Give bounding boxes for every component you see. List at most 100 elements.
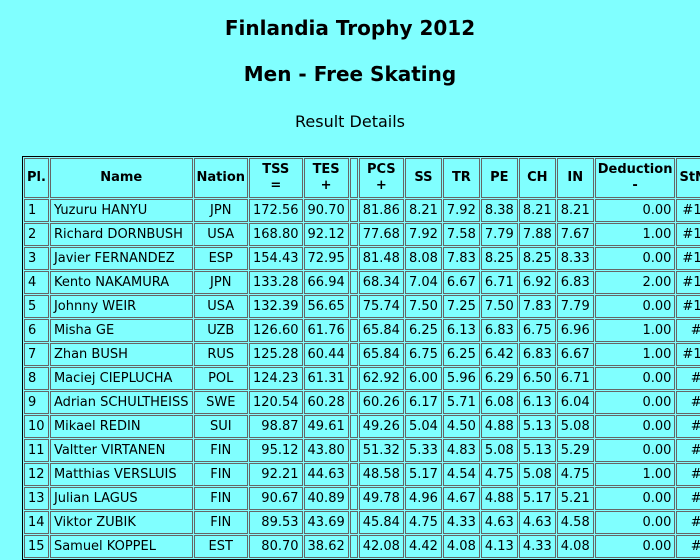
cell: 48.58 [358,463,404,486]
cell: 7.83 [442,247,480,270]
cell: SUI [193,415,249,438]
cell [349,199,358,222]
result-row: 13 Julian LAGUS FIN 90.67 40.89 49.78 4.96 4.67… [24,487,700,510]
cell: 65.84 [358,343,404,366]
cell: 4.63 [518,511,556,534]
cell: 1.00 [594,223,676,246]
result-row: 6 Misha GE UZB 126.60 61.76 65.84 6.25 6.13 6.83… [24,319,700,342]
header-sign: = [270,178,282,193]
cell: #10 [676,271,700,294]
cell [349,487,358,510]
cell: 124.23 [249,367,303,390]
cell: #11 [676,223,700,246]
result-row: 5 Johnny WEIR USA 132.39 56.65 75.74 7.50 7.25 7… [24,295,700,318]
header-label: Name [100,170,143,185]
header-label: TSS [262,162,290,177]
cell: 7.04 [404,271,442,294]
header-sign: + [375,178,387,193]
cell [349,367,358,390]
cell: Kento NAKAMURA [49,271,193,294]
cell: 8 [24,367,49,390]
cell: 8.25 [480,247,518,270]
cell: 92.12 [303,223,349,246]
cell: 61.31 [303,367,349,390]
column-header: PCS + [358,158,404,198]
cell: 7.88 [518,223,556,246]
cell: 1.00 [594,463,676,486]
cell: USA [193,223,249,246]
column-header: TES + [303,158,349,198]
cell: 7.79 [480,223,518,246]
cell: 4.67 [442,487,480,510]
cell: #15 [676,199,700,222]
cell: 49.61 [303,415,349,438]
result-row: 3 Javier FERNANDEZ ESP 154.43 72.95 81.48 8.08… [24,247,700,270]
cell: Javier FERNANDEZ [49,247,193,270]
cell [349,415,358,438]
cell: FIN [193,487,249,510]
cell: #4 [676,511,700,534]
cell: 8.21 [518,199,556,222]
cell: 6.67 [556,343,594,366]
results-table: Pl. Name Nation TSS = TES + PCS + SS TR PE CH IN Deduc… [22,156,700,560]
cell: 6.50 [518,367,556,390]
cell: 40.89 [303,487,349,510]
cell: 5.08 [518,463,556,486]
cell: #8 [676,391,700,414]
cell [349,463,358,486]
cell: 6.67 [442,271,480,294]
table-body: 1 Yuzuru HANYU JPN 172.56 90.70 81.86 8.21 7.92… [24,199,700,558]
column-header: PE [480,158,518,198]
column-header: TR [442,158,480,198]
cell: 0.00 [594,439,676,462]
cell: 1.00 [594,319,676,342]
cell: 6.71 [556,367,594,390]
cell: FIN [193,463,249,486]
cell: 10 [24,415,49,438]
cell: 66.94 [303,271,349,294]
cell: #2 [676,487,700,510]
cell [349,343,358,366]
cell: 6.13 [518,391,556,414]
header-label: PCS [367,162,396,177]
cell: 68.34 [358,271,404,294]
cell: 168.80 [249,223,303,246]
cell: 8.08 [404,247,442,270]
cell: Valtter VIRTANEN [49,439,193,462]
header-label: Pl. [27,170,46,185]
cell: 14 [24,511,49,534]
cell: 0.00 [594,415,676,438]
cell: 11 [24,439,49,462]
cell: #9 [676,319,700,342]
cell: Yuzuru HANYU [49,199,193,222]
cell: 7.25 [442,295,480,318]
cell: #3 [676,415,700,438]
cell: 6.08 [480,391,518,414]
cell: #13 [676,295,700,318]
cell: 6 [24,319,49,342]
cell: POL [193,367,249,390]
result-row: 8 Maciej CIEPLUCHA POL 124.23 61.31 62.92 6.00… [24,367,700,390]
header-sign: + [320,178,332,193]
cell [349,295,358,318]
cell: 13 [24,487,49,510]
cell: Zhan BUSH [49,343,193,366]
result-row: 11 Valtter VIRTANEN FIN 95.12 43.80 51.32 5.33… [24,439,700,462]
cell: 98.87 [249,415,303,438]
result-row: 14 Viktor ZUBIK FIN 89.53 43.69 45.84 4.75 4.33… [24,511,700,534]
cell: Richard DORNBUSH [49,223,193,246]
cell: 62.92 [358,367,404,390]
cell: Mikael REDIN [49,415,193,438]
cell: 75.74 [358,295,404,318]
cell: 1 [24,199,49,222]
cell: 4.75 [404,511,442,534]
cell: 0.00 [594,391,676,414]
cell: 81.86 [358,199,404,222]
cell: USA [193,295,249,318]
cell: Misha GE [49,319,193,342]
cell: 43.80 [303,439,349,462]
cell: 6.71 [480,271,518,294]
cell: 95.12 [249,439,303,462]
cell: 4.88 [480,487,518,510]
header-row: Pl. Name Nation TSS = TES + PCS + SS TR PE CH IN Deduc… [24,158,700,198]
